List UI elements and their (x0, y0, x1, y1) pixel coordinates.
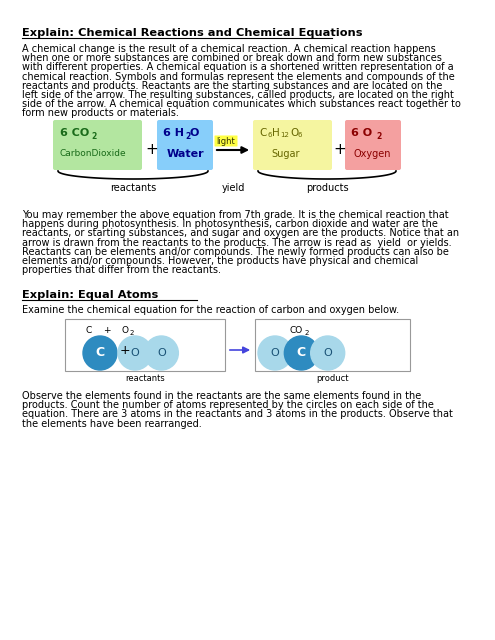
Text: Explain: Chemical Reactions and Chemical Equations: Explain: Chemical Reactions and Chemical… (22, 28, 362, 38)
Text: H: H (272, 128, 280, 138)
Circle shape (118, 336, 152, 370)
Text: 2: 2 (376, 132, 381, 141)
FancyBboxPatch shape (345, 120, 401, 170)
Text: left side of the arrow. The resulting substances, called products, are located o: left side of the arrow. The resulting su… (22, 90, 454, 100)
FancyBboxPatch shape (255, 319, 410, 371)
Text: A chemical change is the result of a chemical reaction. A chemical reaction happ: A chemical change is the result of a che… (22, 44, 436, 54)
Text: side of the arrow. A chemical equation communicates which substances react toget: side of the arrow. A chemical equation c… (22, 99, 461, 109)
Text: +: + (145, 142, 158, 157)
Text: O: O (271, 348, 279, 358)
FancyBboxPatch shape (53, 120, 142, 170)
Text: You may remember the above equation from 7th grade. It is the chemical reaction : You may remember the above equation from… (22, 210, 448, 220)
Text: Examine the chemical equation for the reaction of carbon and oxygen below.: Examine the chemical equation for the re… (22, 305, 399, 315)
Text: equation. There are 3 atoms in the reactants and 3 atoms in the products. Observ: equation. There are 3 atoms in the react… (22, 410, 453, 419)
Text: Oxygen: Oxygen (354, 149, 392, 159)
Text: O: O (290, 128, 298, 138)
FancyBboxPatch shape (253, 120, 332, 170)
Text: Observe the elements found in the reactants are the same elements found in the: Observe the elements found in the reacta… (22, 391, 421, 401)
Text: chemical reaction. Symbols and formulas represent the elements and compounds of : chemical reaction. Symbols and formulas … (22, 72, 455, 81)
Text: Sugar: Sugar (271, 149, 299, 159)
Text: 2: 2 (185, 132, 190, 141)
Text: product: product (316, 374, 349, 383)
Text: happens during photosynthesis. In photosynthesis, carbon dioxide and water are t: happens during photosynthesis. In photos… (22, 219, 438, 229)
Text: properties that differ from the reactants.: properties that differ from the reactant… (22, 265, 221, 275)
Text: yield: yield (221, 183, 245, 193)
Text: reactants: reactants (125, 374, 165, 383)
Text: O: O (323, 348, 332, 358)
Text: +: + (120, 344, 131, 356)
Text: reactants: reactants (110, 183, 156, 193)
Circle shape (145, 336, 178, 370)
Text: products: products (306, 183, 348, 193)
Text: C: C (259, 128, 266, 138)
Text: C: C (85, 326, 91, 335)
Text: CO: CO (290, 326, 303, 335)
Text: light: light (216, 137, 235, 146)
FancyBboxPatch shape (65, 319, 225, 371)
Text: Reactants can be elements and/or compounds. The newly formed products can also b: Reactants can be elements and/or compoun… (22, 247, 449, 257)
Text: C: C (96, 346, 104, 360)
Text: 6 O: 6 O (351, 128, 372, 138)
Text: 6 CO: 6 CO (60, 128, 89, 138)
Text: reactants and products. Reactants are the starting substances and are located on: reactants and products. Reactants are th… (22, 81, 443, 91)
Text: Water: Water (167, 149, 204, 159)
Text: arrow is drawn from the reactants to the products. The arrow is read as  yield  : arrow is drawn from the reactants to the… (22, 237, 451, 248)
Text: O: O (157, 348, 166, 358)
Text: +: + (103, 326, 110, 335)
FancyBboxPatch shape (157, 120, 213, 170)
Text: +: + (333, 142, 346, 157)
Text: O: O (131, 348, 140, 358)
Text: 2: 2 (130, 330, 134, 336)
Text: Explain: Equal Atoms: Explain: Equal Atoms (22, 290, 158, 300)
Text: the elements have been rearranged.: the elements have been rearranged. (22, 419, 202, 429)
Text: CarbonDioxide: CarbonDioxide (60, 149, 127, 158)
Text: 6: 6 (267, 132, 271, 138)
Text: 2: 2 (91, 132, 96, 141)
Text: 2: 2 (305, 330, 309, 336)
Text: 6: 6 (298, 132, 302, 138)
FancyBboxPatch shape (214, 136, 238, 147)
Circle shape (258, 336, 292, 370)
Text: O: O (122, 326, 129, 335)
Text: C: C (297, 346, 306, 360)
Text: when one or more substances are combined or break down and form new substances: when one or more substances are combined… (22, 53, 442, 63)
Circle shape (311, 336, 345, 370)
Text: products. Count the number of atoms represented by the circles on each side of t: products. Count the number of atoms repr… (22, 400, 434, 410)
Circle shape (284, 336, 318, 370)
Text: O: O (190, 128, 199, 138)
Text: with different properties. A chemical equation is a shortened written representa: with different properties. A chemical eq… (22, 62, 453, 72)
Text: reactants, or starting substances, and sugar and oxygen are the products. Notice: reactants, or starting substances, and s… (22, 228, 459, 238)
Text: 6 H: 6 H (163, 128, 184, 138)
Text: form new products or materials.: form new products or materials. (22, 108, 179, 118)
Text: elements and/or compounds. However, the products have physical and chemical: elements and/or compounds. However, the … (22, 256, 418, 266)
Text: 12: 12 (280, 132, 289, 138)
Circle shape (83, 336, 117, 370)
